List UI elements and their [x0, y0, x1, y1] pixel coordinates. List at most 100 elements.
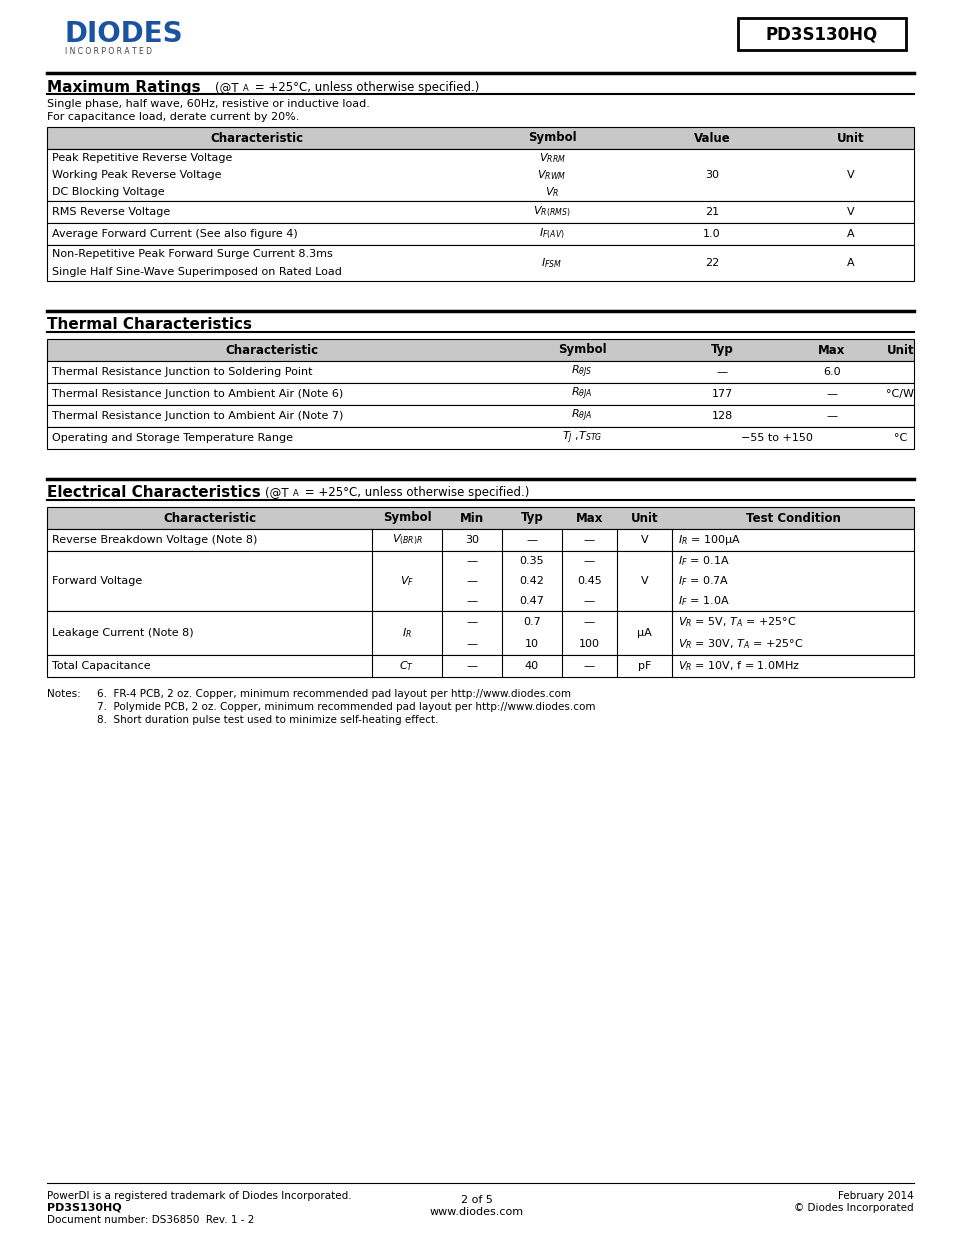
Text: Notes:: Notes: [47, 689, 81, 699]
Text: $I_F$ = 0.1A: $I_F$ = 0.1A [678, 555, 729, 568]
Text: V: V [846, 207, 854, 217]
Text: PowerDI is a registered trademark of Diodes Incorporated.: PowerDI is a registered trademark of Dio… [47, 1191, 352, 1200]
Bar [47, 245, 913, 282]
Text: —: — [583, 618, 595, 627]
Text: RMS Reverse Voltage: RMS Reverse Voltage [52, 207, 170, 217]
Bar [738, 19, 905, 49]
Text: —: — [466, 597, 477, 606]
Text: © Diodes Incorporated: © Diodes Incorporated [794, 1203, 913, 1213]
Text: —: — [466, 576, 477, 585]
Text: Single phase, half wave, 60Hz, resistive or inductive load.: Single phase, half wave, 60Hz, resistive… [47, 99, 370, 109]
Text: $V_{(BR)R}$: $V_{(BR)R}$ [391, 532, 422, 547]
Text: Max: Max [576, 511, 602, 525]
Text: pF: pF [638, 661, 651, 671]
Text: Leakage Current (Note 8): Leakage Current (Note 8) [52, 629, 193, 638]
Text: Average Forward Current (See also figure 4): Average Forward Current (See also figure… [52, 228, 297, 240]
Bar [47, 149, 913, 201]
Text: 21: 21 [704, 207, 719, 217]
Bar [47, 201, 913, 224]
Text: (@T: (@T [265, 487, 289, 499]
Text: 30: 30 [704, 170, 719, 180]
Text: 40: 40 [524, 661, 538, 671]
Text: 0.47: 0.47 [519, 597, 544, 606]
Text: 6.0: 6.0 [822, 367, 840, 377]
Text: $V_R$ = 5V, $T_A$ = +25°C: $V_R$ = 5V, $T_A$ = +25°C [678, 615, 796, 629]
Text: Typ: Typ [520, 511, 543, 525]
Text: $V_R$ = 10V, f = 1.0MHz: $V_R$ = 10V, f = 1.0MHz [678, 659, 799, 673]
Text: I N C O R P O R A T E D: I N C O R P O R A T E D [65, 47, 152, 56]
Text: 6.  FR-4 PCB, 2 oz. Copper, minimum recommended pad layout per http://www.diodes: 6. FR-4 PCB, 2 oz. Copper, minimum recom… [97, 689, 571, 699]
Text: V: V [846, 170, 854, 180]
Bar [47, 405, 913, 427]
Text: V: V [640, 576, 648, 585]
Bar [47, 127, 913, 149]
Text: 128: 128 [711, 411, 732, 421]
Text: $R_{\theta JS}$: $R_{\theta JS}$ [571, 364, 592, 380]
Text: (@T: (@T [214, 82, 238, 94]
Text: A: A [846, 258, 854, 268]
Text: $V_{R(RMS)}$: $V_{R(RMS)}$ [533, 205, 570, 219]
Text: Total Capacitance: Total Capacitance [52, 661, 151, 671]
Text: February 2014: February 2014 [838, 1191, 913, 1200]
Text: 30: 30 [464, 535, 478, 545]
Bar [47, 655, 913, 677]
Text: $V_R$ = 30V, $T_A$ = +25°C: $V_R$ = 30V, $T_A$ = +25°C [678, 637, 802, 651]
Text: = +25°C, unless otherwise specified.): = +25°C, unless otherwise specified.) [251, 82, 478, 94]
Text: = +25°C, unless otherwise specified.): = +25°C, unless otherwise specified.) [301, 487, 529, 499]
Text: —: — [466, 556, 477, 566]
Text: $R_{\theta JA}$: $R_{\theta JA}$ [571, 408, 592, 424]
Text: A: A [243, 84, 249, 93]
Text: Value: Value [693, 131, 730, 144]
Text: A: A [846, 228, 854, 240]
Bar [47, 508, 913, 529]
Text: —: — [466, 661, 477, 671]
Text: 0.42: 0.42 [519, 576, 544, 585]
Text: Unit: Unit [630, 511, 658, 525]
Text: —: — [466, 638, 477, 650]
Text: PD3S130HQ: PD3S130HQ [47, 1203, 121, 1213]
Text: $I_F$ = 0.7A: $I_F$ = 0.7A [678, 574, 728, 588]
Text: Working Peak Reverse Voltage: Working Peak Reverse Voltage [52, 170, 221, 180]
Bar [47, 529, 913, 551]
Text: $I_R$: $I_R$ [401, 626, 412, 640]
Text: Max: Max [818, 343, 844, 357]
Text: Thermal Resistance Junction to Ambient Air (Note 7): Thermal Resistance Junction to Ambient A… [52, 411, 343, 421]
Text: 2 of 5: 2 of 5 [460, 1195, 493, 1205]
Text: Test Condition: Test Condition [745, 511, 840, 525]
Text: —: — [583, 661, 595, 671]
Text: $V_F$: $V_F$ [399, 574, 414, 588]
Text: Thermal Resistance Junction to Ambient Air (Note 6): Thermal Resistance Junction to Ambient A… [52, 389, 343, 399]
Text: 10: 10 [524, 638, 538, 650]
Text: Non-Repetitive Peak Forward Surge Current 8.3ms: Non-Repetitive Peak Forward Surge Curren… [52, 249, 333, 259]
Text: 177: 177 [711, 389, 732, 399]
Text: $R_{\theta JA}$: $R_{\theta JA}$ [571, 385, 592, 403]
Text: Min: Min [459, 511, 483, 525]
Text: —: — [583, 556, 595, 566]
Text: Reverse Breakdown Voltage (Note 8): Reverse Breakdown Voltage (Note 8) [52, 535, 257, 545]
Text: 22: 22 [704, 258, 719, 268]
Text: $V_R$: $V_R$ [544, 185, 558, 199]
Text: Symbol: Symbol [558, 343, 606, 357]
Text: PD3S130HQ: PD3S130HQ [765, 25, 877, 43]
Text: Characteristic: Characteristic [225, 343, 318, 357]
Text: For capacitance load, derate current by 20%.: For capacitance load, derate current by … [47, 112, 299, 122]
Text: $C_T$: $C_T$ [399, 659, 414, 673]
Text: DIODES: DIODES [65, 20, 183, 48]
Text: Maximum Ratings: Maximum Ratings [47, 80, 200, 95]
Text: —: — [466, 618, 477, 627]
Text: Document number: DS36850  Rev. 1 - 2: Document number: DS36850 Rev. 1 - 2 [47, 1215, 254, 1225]
Text: —: — [825, 389, 837, 399]
Text: °C: °C [893, 433, 906, 443]
Text: $I_{F(AV)}$: $I_{F(AV)}$ [538, 227, 564, 241]
Text: 1.0: 1.0 [702, 228, 720, 240]
Text: Characteristic: Characteristic [211, 131, 303, 144]
Bar [47, 361, 913, 383]
Text: Peak Repetitive Reverse Voltage: Peak Repetitive Reverse Voltage [52, 153, 233, 163]
Text: 100: 100 [578, 638, 599, 650]
Text: —: — [583, 597, 595, 606]
Text: 0.7: 0.7 [522, 618, 540, 627]
Text: —: — [825, 411, 837, 421]
Text: V: V [640, 535, 648, 545]
Text: 0.45: 0.45 [577, 576, 601, 585]
Text: $V_{RRM}$: $V_{RRM}$ [538, 151, 565, 164]
